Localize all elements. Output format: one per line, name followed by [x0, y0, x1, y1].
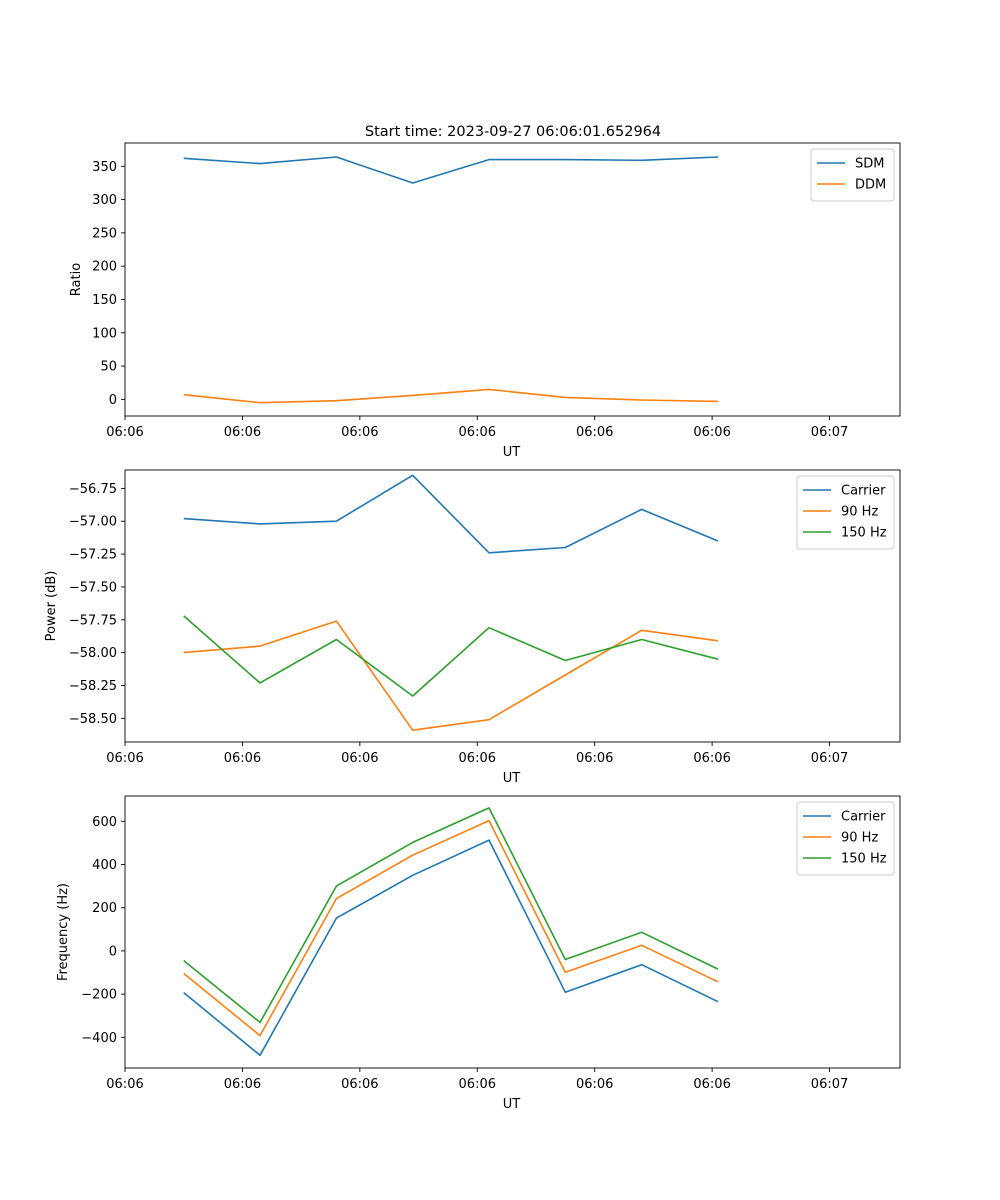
y-tick-label: 100 [92, 326, 117, 341]
legend-label-90-hz: 90 Hz [841, 505, 878, 520]
y-tick-label: 250 [92, 226, 117, 241]
legend-box [810, 148, 895, 202]
y-tick-label: 600 [92, 815, 117, 830]
axes-frame [124, 142, 901, 417]
x-tick-label: 06:06 [576, 1077, 613, 1092]
ratio-chart: 06:06 06:06 06:06 06:06 06:06 06:06 06:07 0 50 10… [69, 142, 901, 460]
legend-label-150-hz: 150 Hz [841, 526, 887, 541]
x-tick-label: 06:07 [811, 425, 848, 440]
legend-label-carrier: Carrier [841, 484, 886, 499]
power-chart: 06:06 06:06 06:06 06:06 06:06 06:06 06:07 −58.5… [44, 469, 901, 786]
y-axis-label: Frequency (Hz) [56, 883, 71, 981]
x-tick-label: 06:06 [106, 1077, 143, 1092]
x-tick-label: 06:06 [459, 425, 496, 440]
series-line-90-hz [183, 819, 719, 1037]
x-tick-label: 06:06 [106, 425, 143, 440]
x-tick-label: 06:06 [459, 751, 496, 766]
x-tick-label: 06:06 [106, 751, 143, 766]
x-tick-label: 06:06 [693, 751, 730, 766]
x-tick-label: 06:06 [459, 1077, 496, 1092]
x-tick-label: 06:06 [224, 751, 261, 766]
y-tick-label: 400 [92, 858, 117, 873]
x-tick-label: 06:07 [811, 751, 848, 766]
y-tick-label: −57.00 [69, 515, 117, 530]
y-axis-label: Power (dB) [44, 571, 59, 642]
y-tick-label: 300 [92, 193, 117, 208]
y-tick-label: 0 [109, 944, 117, 959]
x-tick-label: 06:06 [224, 425, 261, 440]
axes-frame [124, 795, 901, 1069]
x-tick-label: 06:06 [693, 425, 730, 440]
y-tick-label: −57.50 [69, 580, 117, 595]
series-line-carrier [183, 839, 719, 1057]
y-tick-label: 200 [92, 901, 117, 916]
series-line-150-hz [183, 807, 719, 1024]
x-axis-label: UT [503, 771, 521, 786]
legend-label-carrier: Carrier [841, 810, 886, 825]
x-tick-label: 06:06 [576, 751, 613, 766]
y-tick-label: 200 [92, 260, 117, 275]
y-tick-label: 350 [92, 160, 117, 175]
legend-label-ddm: DDM [855, 178, 886, 193]
legend-box [796, 801, 895, 876]
x-axis-label: UT [503, 1097, 521, 1112]
series-line-carrier [183, 474, 719, 554]
legend-label-150-hz: 150 Hz [841, 852, 887, 867]
y-tick-label: −58.50 [69, 712, 117, 727]
y-tick-label: 150 [92, 293, 117, 308]
x-tick-label: 06:06 [693, 1077, 730, 1092]
y-tick-label: −400 [81, 1031, 117, 1046]
figure-title: Start time: 2023-09-27 06:06:01.652964 [365, 124, 661, 140]
y-tick-label: 0 [109, 393, 117, 408]
y-axis-label: Ratio [69, 263, 84, 296]
series-line-90-hz [183, 620, 719, 732]
axes-frame [124, 469, 901, 743]
y-tick-label: −57.75 [69, 613, 117, 628]
series-line-150-hz [183, 615, 719, 697]
legend-label-90-hz: 90 Hz [841, 831, 878, 846]
x-tick-label: 06:06 [341, 425, 378, 440]
x-tick-label: 06:06 [341, 751, 378, 766]
y-tick-label: 50 [100, 360, 117, 375]
legend-box [796, 475, 895, 550]
x-tick-label: 06:06 [576, 425, 613, 440]
x-tick-label: 06:06 [224, 1077, 261, 1092]
frequency-chart: 06:06 06:06 06:06 06:06 06:06 06:06 06:07 −400 −… [56, 795, 901, 1112]
series-line-ddm [183, 388, 719, 404]
y-tick-label: −57.25 [69, 548, 117, 563]
x-tick-label: 06:06 [341, 1077, 378, 1092]
y-tick-label: −200 [81, 988, 117, 1003]
x-tick-label: 06:07 [811, 1077, 848, 1092]
series-line-sdm [183, 156, 719, 184]
y-tick-label: −58.00 [69, 646, 117, 661]
legend-label-sdm: SDM [855, 157, 884, 172]
x-axis-label: UT [503, 445, 521, 460]
y-tick-label: −56.75 [69, 482, 117, 497]
y-tick-label: −58.25 [69, 679, 117, 694]
